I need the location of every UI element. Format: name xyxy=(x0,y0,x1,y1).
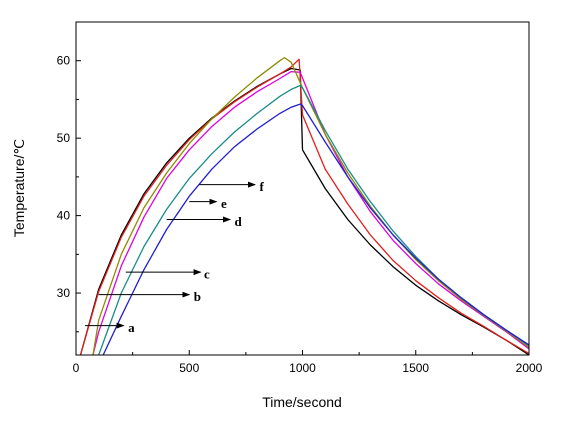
x-tick-label: 2000 xyxy=(516,361,543,375)
x-tick-label: 1500 xyxy=(402,361,429,375)
annotation-label-d: d xyxy=(235,214,243,229)
annotation-label-c: c xyxy=(204,267,210,282)
x-tick-label: 1000 xyxy=(289,361,316,375)
series-layer xyxy=(79,56,530,356)
y-tick-label: 50 xyxy=(57,131,71,145)
y-tick-label: 30 xyxy=(57,286,71,300)
axis-layer: 0 500 1000 1500 2000 30 40 50 60 xyxy=(57,21,543,375)
plot-frame xyxy=(75,21,530,356)
annotation-label-a: a xyxy=(128,320,135,335)
series-line-d xyxy=(92,56,530,356)
annotation-label-b: b xyxy=(194,289,201,304)
y-tick-label: 60 xyxy=(57,54,71,68)
series-line-f xyxy=(102,103,530,356)
annotation-layer: a bc de f xyxy=(85,179,264,335)
x-tick-label: 0 xyxy=(73,361,80,375)
series-line-c xyxy=(92,70,530,356)
annotation-label-f: f xyxy=(259,179,264,194)
series-line-b xyxy=(79,58,530,356)
x-axis-title: Time/second xyxy=(262,394,342,410)
y-tick-label: 40 xyxy=(57,209,71,223)
x-tick-label: 500 xyxy=(179,361,199,375)
annotation-label-e: e xyxy=(221,196,227,211)
y-axis-title: Temperature/℃ xyxy=(11,139,27,237)
